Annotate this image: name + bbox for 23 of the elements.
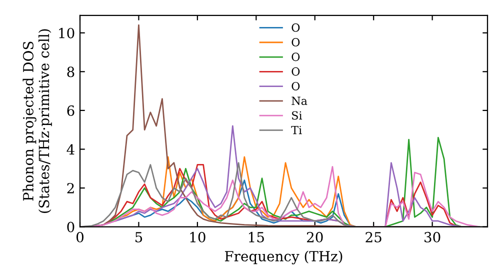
y-tick-label: 6 (67, 105, 74, 116)
legend-label: O (292, 23, 300, 32)
legend-label: Ti (291, 126, 302, 134)
y-tick-label: 4 (66, 144, 74, 154)
y-axis-title: Phonon projected DOS (States/THz·primitive cell) (22, 29, 52, 213)
y-tick-label: 2 (67, 182, 74, 194)
x-tick-label: 30 (424, 232, 440, 242)
legend-label: Na (292, 96, 308, 105)
x-tick-label: 10 (190, 232, 206, 242)
legend-label: O (292, 52, 300, 62)
x-tick-label: 25 (366, 232, 382, 242)
x-tick-label: 15 (249, 232, 264, 242)
legend-label: O (292, 82, 300, 90)
x-tick-label: 5 (135, 232, 142, 242)
x-axis-title: Frequency (THz) (224, 250, 342, 264)
legend-label: O (292, 67, 300, 76)
legend-label: Si (292, 111, 302, 120)
x-tick-label: 20 (306, 232, 323, 242)
x-tick-label: 0 (76, 232, 84, 242)
y-tick-label: 8 (67, 66, 74, 78)
legend-label: O (292, 38, 300, 46)
y-tick-label: 10 (59, 28, 74, 38)
y-tick-label: 0 (67, 222, 74, 232)
